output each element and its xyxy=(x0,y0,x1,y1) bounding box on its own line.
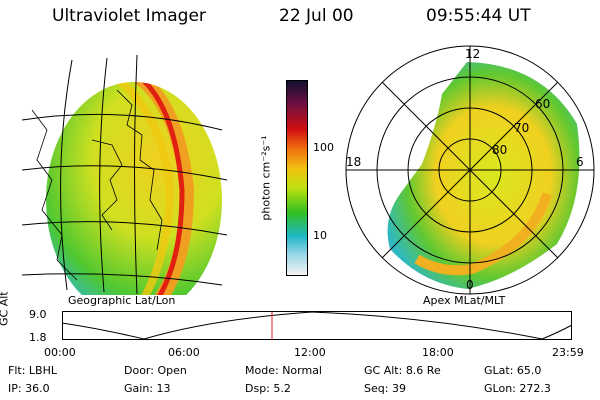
map-grid xyxy=(22,54,228,295)
altitude-xtick-1800: 18:00 xyxy=(422,346,454,359)
altitude-xtick-1200: 12:00 xyxy=(294,346,326,359)
observation-time: 09:55:44 UT xyxy=(426,6,531,26)
altitude-xtick-0000: 00:00 xyxy=(44,346,76,359)
info-mode: Mode: Normal xyxy=(245,364,322,377)
info-door: Door: Open xyxy=(124,364,187,377)
polar-image: 12 18 6 0 60 70 80 xyxy=(345,45,595,295)
colorbar-unit-label: photon cm⁻²s⁻¹ xyxy=(259,135,273,221)
geographic-image xyxy=(22,54,228,295)
altitude-ytick-9: 9.0 xyxy=(29,308,47,321)
mlat-label-70: 70 xyxy=(514,121,529,135)
info-seq: Seq: 39 xyxy=(364,382,406,395)
altitude-ytick-1-8: 1.8 xyxy=(29,331,47,344)
coastline xyxy=(31,89,163,281)
info-gc-alt: GC Alt: 8.6 Re xyxy=(364,364,441,377)
geographic-panel-label: Geographic Lat/Lon xyxy=(68,294,176,307)
mlat-label-60: 60 xyxy=(535,97,550,111)
apex-panel-label: Apex MLat/MLT xyxy=(423,294,506,307)
mlt-label-18: 18 xyxy=(346,155,361,169)
polar-grid xyxy=(345,45,595,295)
mlt-label-6: 6 xyxy=(576,155,584,169)
info-gain: Gain: 13 xyxy=(124,382,171,395)
info-glon: GLon: 272.3 xyxy=(484,382,551,395)
info-ip: IP: 36.0 xyxy=(8,382,50,395)
observation-date: 22 Jul 00 xyxy=(279,6,354,26)
mlt-label-12: 12 xyxy=(465,47,480,61)
colorbar-tick-10: 10 xyxy=(313,229,327,242)
info-flt: Flt: LBHL xyxy=(8,364,57,377)
info-dsp: Dsp: 5.2 xyxy=(245,382,291,395)
mlat-label-80: 80 xyxy=(492,143,507,157)
altitude-y-label: GC Alt xyxy=(0,291,11,326)
altitude-plot xyxy=(62,311,572,340)
altitude-xtick-0600: 06:00 xyxy=(168,346,200,359)
colorbar-tick-100: 100 xyxy=(313,141,334,154)
altitude-xtick-2359: 23:59 xyxy=(552,346,584,359)
colorbar xyxy=(286,80,308,276)
info-glat: GLat: 65.0 xyxy=(484,364,542,377)
mlt-label-0: 0 xyxy=(466,278,474,292)
instrument-title: Ultraviolet Imager xyxy=(52,6,206,26)
